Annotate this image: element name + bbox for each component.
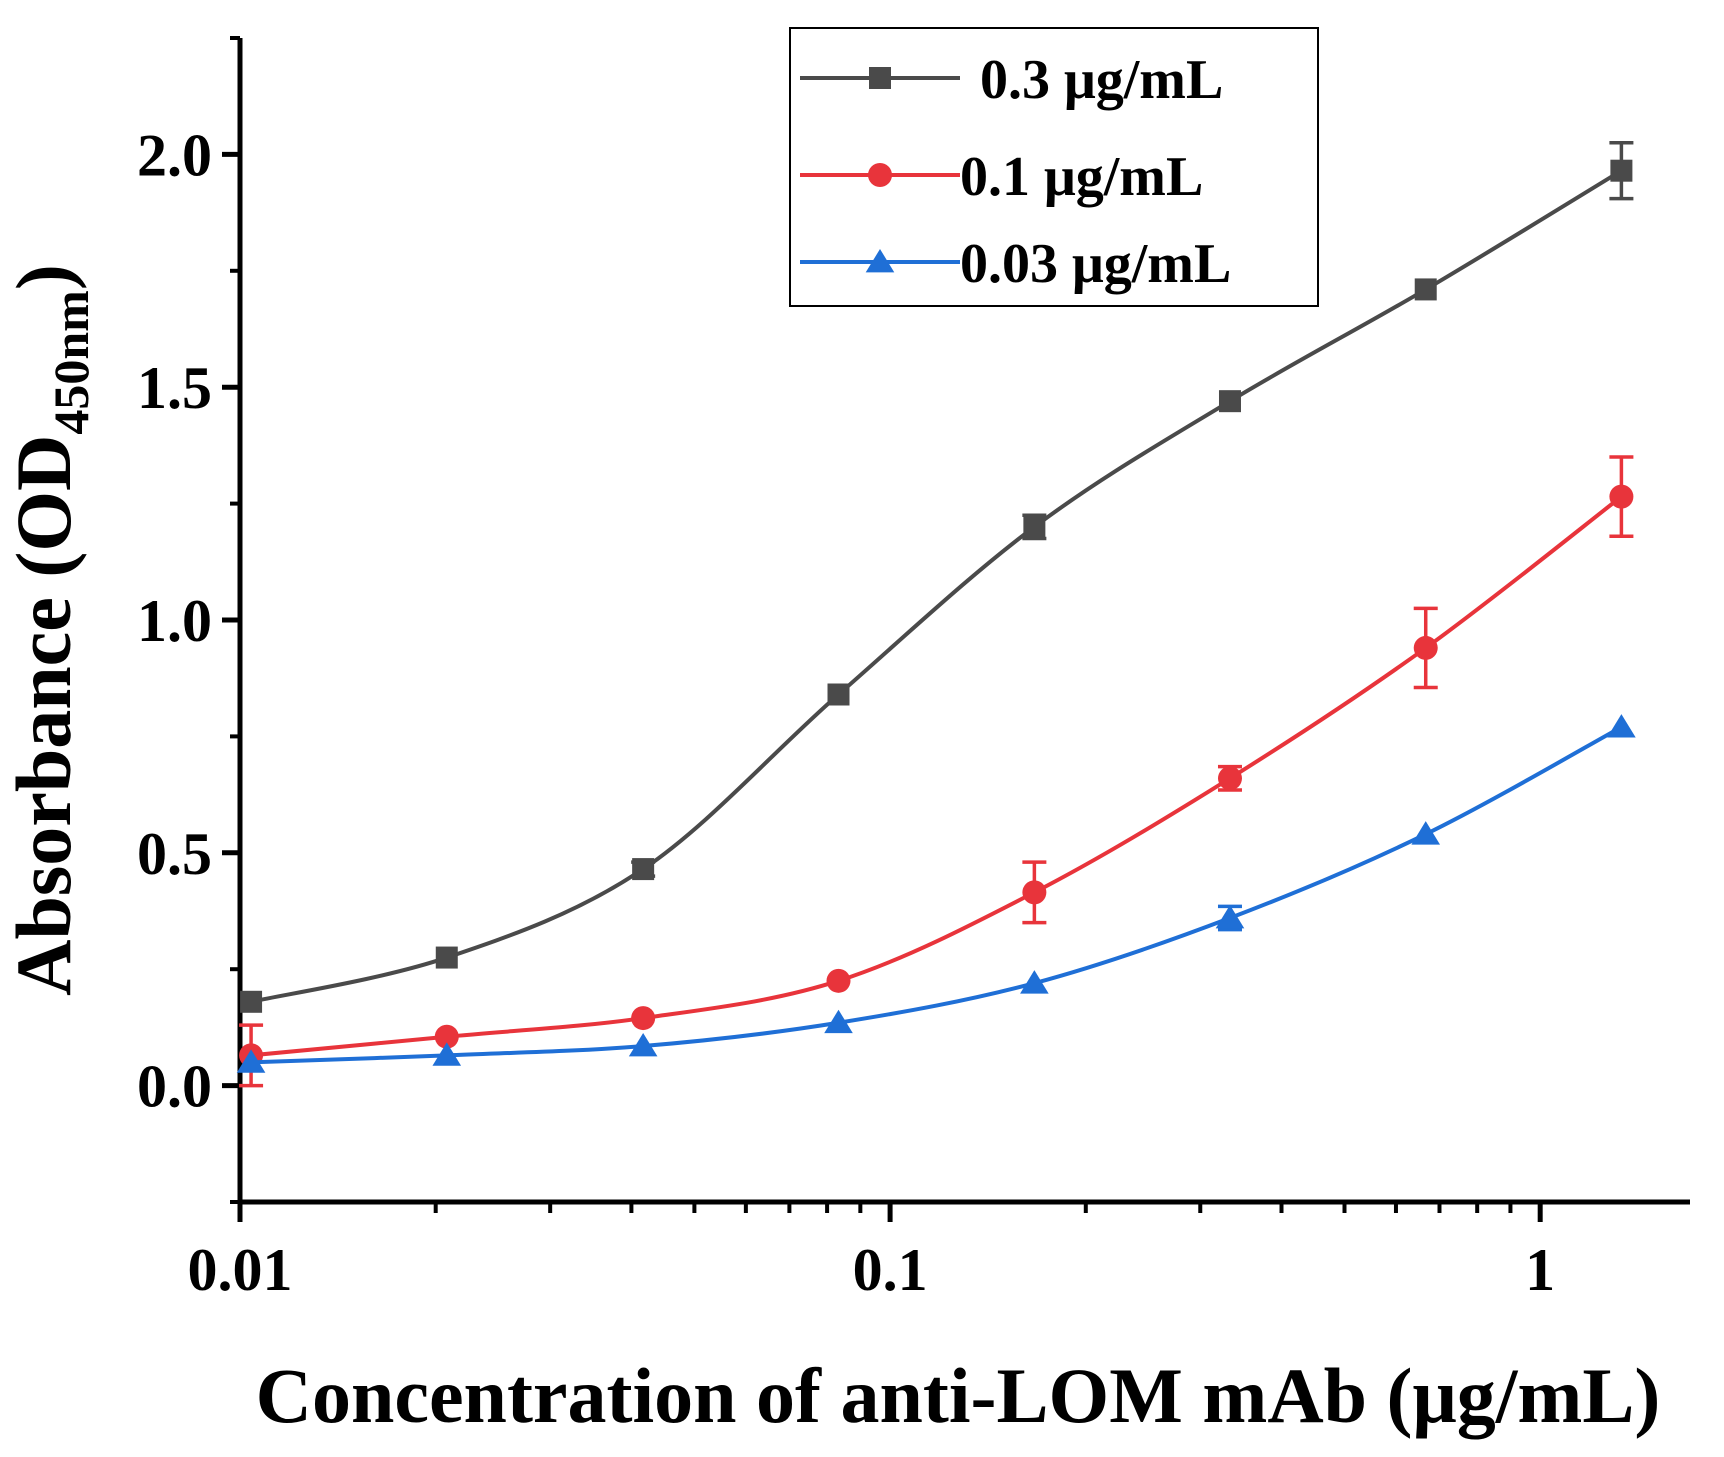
legend-label-2: 0.03 μg/mL [960,233,1231,295]
series-0 [240,141,1634,1013]
data-point-series-0-1 [435,946,458,969]
data-point-series-2-7 [1607,714,1636,738]
data-point-series-0-6 [1414,278,1437,301]
x-tick-label-1: 0.1 [853,1237,928,1303]
y-axis-label-subscript: 450nm [43,290,99,434]
y-tick-label-4: 2.0 [137,122,212,188]
data-point-series-1-4 [1022,880,1047,905]
data-point-series-1-6 [1413,635,1438,660]
series-line-1 [250,495,1623,1058]
data-point-series-1-3 [826,968,851,993]
y-tick-label-1: 0.5 [137,821,212,887]
data-point-series-1-2 [631,1006,656,1031]
chart-series-layer [236,141,1636,1088]
y-axis-label-close: ) [0,264,87,290]
data-point-series-2-1 [432,1042,462,1066]
data-point-series-2-0 [236,1049,266,1073]
data-point-series-0-2 [632,858,655,881]
y-tick-label-2: 1.0 [137,588,212,654]
data-point-series-0-7 [1610,159,1633,182]
legend: 0.3 μg/mL 0.1 μg/mL 0.03 μg/mL [789,27,1319,307]
data-point-series-1-1 [434,1024,459,1049]
data-point-series-1-5 [1217,766,1242,791]
series-line-0 [250,168,1623,1004]
data-point-series-2-3 [824,1009,853,1034]
series-line-2 [251,725,1623,1065]
y-axis-label: Absorbance (OD450nm) [0,264,99,996]
legend-label-1: 0.1 μg/mL [960,146,1203,208]
data-point-series-0-3 [827,683,850,706]
x-tick-label-0: 0.01 [188,1237,293,1303]
data-point-series-2-2 [628,1033,658,1057]
x-tick-label-2: 1 [1525,1237,1555,1303]
data-point-series-0-4 [1023,515,1046,538]
series-1 [239,455,1634,1088]
y-axis-label-main: Absorbance (OD [0,435,87,996]
data-point-series-0-5 [1218,390,1241,413]
legend-marker-2 [865,249,895,273]
x-axis-label: Concentration of anti-LOM mAb (μg/mL) [256,1352,1661,1439]
chart-axes: 0.0 0.5 1.0 1.5 2.0 0.01 0.1 1 [137,36,1690,1303]
legend-marker-0 [869,67,891,89]
data-point-series-2-4 [1020,970,1049,994]
data-point-series-0-0 [240,990,263,1013]
y-tick-label-3: 1.5 [137,355,212,421]
data-point-series-1-7 [1609,484,1634,509]
legend-marker-1 [868,163,892,187]
series-2 [236,714,1636,1073]
data-point-series-2-6 [1411,821,1441,845]
y-tick-label-0: 0.0 [137,1054,212,1120]
data-point-series-2-5 [1215,904,1245,929]
legend-label-0: 0.3 μg/mL [980,49,1223,111]
